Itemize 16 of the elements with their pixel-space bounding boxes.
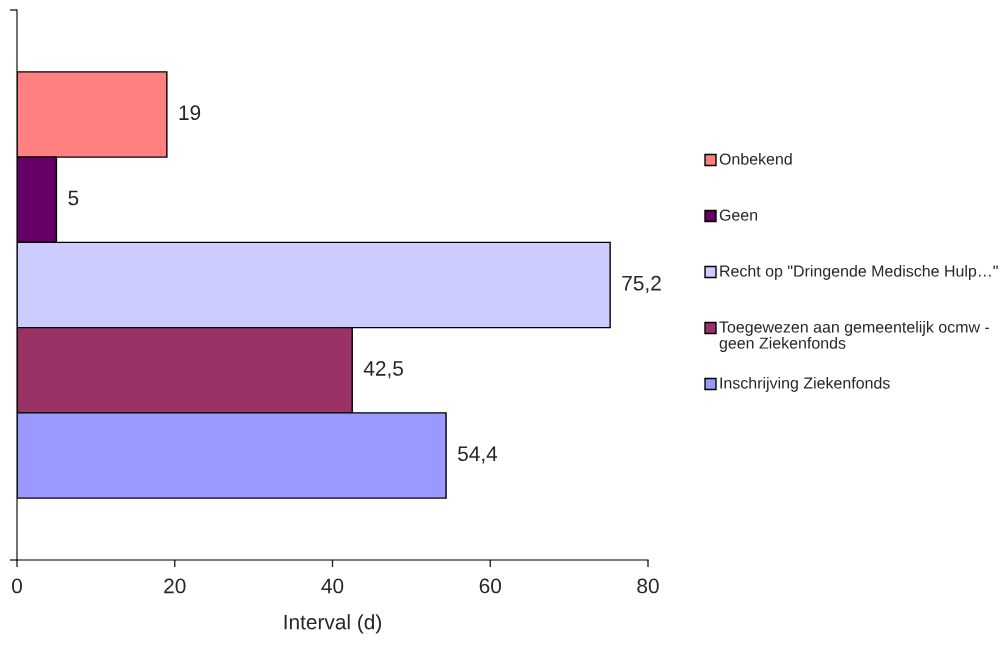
legend-label: Toegewezen aan gemeentelijk ocmw - geen Ziekenfonds (719, 321, 990, 352)
x-tick-label: 20 (164, 578, 186, 594)
legend-label: Inschrijving Ziekenfonds (720, 377, 890, 392)
x-tick-label: 0 (12, 578, 22, 594)
x-tick-label: 40 (321, 578, 344, 594)
x-tick-label: 80 (637, 578, 659, 594)
data-label: 75,2 (622, 275, 661, 294)
data-label: 54,4 (458, 446, 498, 464)
x-tick-label: 60 (479, 578, 502, 594)
x-axis-title: Interval (d) (284, 614, 381, 634)
legend-label: Onbekend (719, 153, 792, 165)
legend-label: Recht op "Dringende Medische Hulp…" (720, 265, 998, 280)
data-label: 5 (68, 190, 79, 206)
data-label: 42,5 (363, 361, 403, 379)
legend-label: Geen (719, 209, 758, 221)
data-label: 19 (179, 105, 201, 121)
